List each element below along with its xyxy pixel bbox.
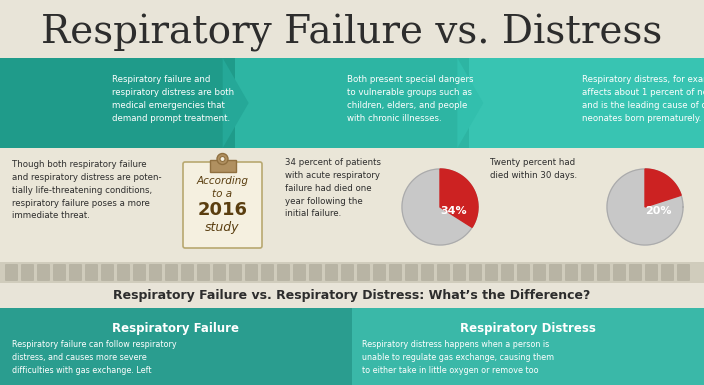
Bar: [0, 0, 704, 58]
FancyBboxPatch shape: [533, 264, 546, 281]
FancyBboxPatch shape: [133, 264, 146, 281]
Text: Twenty percent had
died within 30 days.: Twenty percent had died within 30 days.: [490, 158, 577, 180]
FancyBboxPatch shape: [437, 264, 450, 281]
FancyBboxPatch shape: [229, 264, 242, 281]
FancyBboxPatch shape: [581, 264, 594, 281]
FancyBboxPatch shape: [197, 264, 210, 281]
Text: Respiratory distress, for example,
affects about 1 percent of newborns,
and is t: Respiratory distress, for example, affec…: [582, 75, 704, 123]
Polygon shape: [645, 169, 681, 207]
Circle shape: [217, 154, 228, 164]
Text: Respiratory failure and
respiratory distress are both
medical emergencies that
d: Respiratory failure and respiratory dist…: [113, 75, 234, 123]
FancyBboxPatch shape: [373, 264, 386, 281]
Text: Both present special dangers
to vulnerable groups such as
children, elders, and : Both present special dangers to vulnerab…: [347, 75, 474, 123]
FancyBboxPatch shape: [661, 264, 674, 281]
FancyBboxPatch shape: [149, 264, 162, 281]
Bar: [234, 58, 470, 148]
FancyBboxPatch shape: [341, 264, 354, 281]
FancyBboxPatch shape: [85, 264, 98, 281]
Text: study: study: [206, 221, 240, 234]
Text: 2016: 2016: [198, 201, 248, 219]
FancyBboxPatch shape: [613, 264, 626, 281]
FancyBboxPatch shape: [421, 264, 434, 281]
Text: Respiratory Distress: Respiratory Distress: [460, 322, 596, 335]
Bar: [470, 58, 704, 148]
Polygon shape: [222, 58, 249, 148]
FancyBboxPatch shape: [69, 264, 82, 281]
FancyBboxPatch shape: [405, 264, 418, 281]
Polygon shape: [402, 169, 478, 245]
Text: 34 percent of patients
with acute respiratory
failure had died one
year followin: 34 percent of patients with acute respir…: [285, 158, 381, 218]
Bar: [0, 308, 352, 385]
FancyBboxPatch shape: [37, 264, 50, 281]
FancyBboxPatch shape: [485, 264, 498, 281]
FancyBboxPatch shape: [549, 264, 562, 281]
Text: Respiratory failure can follow respiratory
distress, and causes more severe
diff: Respiratory failure can follow respirato…: [12, 340, 177, 375]
Text: Respiratory Failure vs. Respiratory Distress: What’s the Difference?: Respiratory Failure vs. Respiratory Dist…: [113, 289, 591, 302]
Bar: [0, 283, 704, 308]
Polygon shape: [458, 58, 484, 148]
FancyBboxPatch shape: [677, 264, 690, 281]
FancyBboxPatch shape: [517, 264, 530, 281]
Text: Respiratory distress happens when a person is
unable to regulate gas exchange, c: Respiratory distress happens when a pers…: [362, 340, 554, 375]
FancyBboxPatch shape: [277, 264, 290, 281]
FancyBboxPatch shape: [565, 264, 578, 281]
FancyBboxPatch shape: [245, 264, 258, 281]
Text: 20%: 20%: [645, 206, 672, 216]
Text: to a: to a: [213, 189, 232, 199]
Bar: [0, 58, 234, 148]
Circle shape: [220, 156, 225, 161]
FancyBboxPatch shape: [469, 264, 482, 281]
Bar: [210, 160, 236, 172]
FancyBboxPatch shape: [325, 264, 338, 281]
FancyBboxPatch shape: [357, 264, 370, 281]
FancyBboxPatch shape: [183, 162, 262, 248]
Bar: [0, 148, 704, 262]
FancyBboxPatch shape: [5, 264, 18, 281]
FancyBboxPatch shape: [101, 264, 114, 281]
Text: Though both respiratory failure
and respiratory distress are poten-
tially life-: Though both respiratory failure and resp…: [12, 160, 162, 220]
Bar: [352, 308, 704, 385]
Text: 34%: 34%: [440, 206, 467, 216]
FancyBboxPatch shape: [117, 264, 130, 281]
Polygon shape: [607, 169, 683, 245]
FancyBboxPatch shape: [453, 264, 466, 281]
FancyBboxPatch shape: [261, 264, 274, 281]
Bar: [0, 262, 704, 283]
FancyBboxPatch shape: [53, 264, 66, 281]
Text: According: According: [196, 176, 249, 186]
FancyBboxPatch shape: [293, 264, 306, 281]
FancyBboxPatch shape: [645, 264, 658, 281]
Polygon shape: [440, 169, 478, 228]
Text: Respiratory Failure vs. Distress: Respiratory Failure vs. Distress: [42, 14, 662, 52]
FancyBboxPatch shape: [309, 264, 322, 281]
FancyBboxPatch shape: [389, 264, 402, 281]
FancyBboxPatch shape: [629, 264, 642, 281]
FancyBboxPatch shape: [501, 264, 514, 281]
FancyBboxPatch shape: [597, 264, 610, 281]
FancyBboxPatch shape: [181, 264, 194, 281]
FancyBboxPatch shape: [21, 264, 34, 281]
FancyBboxPatch shape: [165, 264, 178, 281]
FancyBboxPatch shape: [213, 264, 226, 281]
Text: Respiratory Failure: Respiratory Failure: [113, 322, 239, 335]
